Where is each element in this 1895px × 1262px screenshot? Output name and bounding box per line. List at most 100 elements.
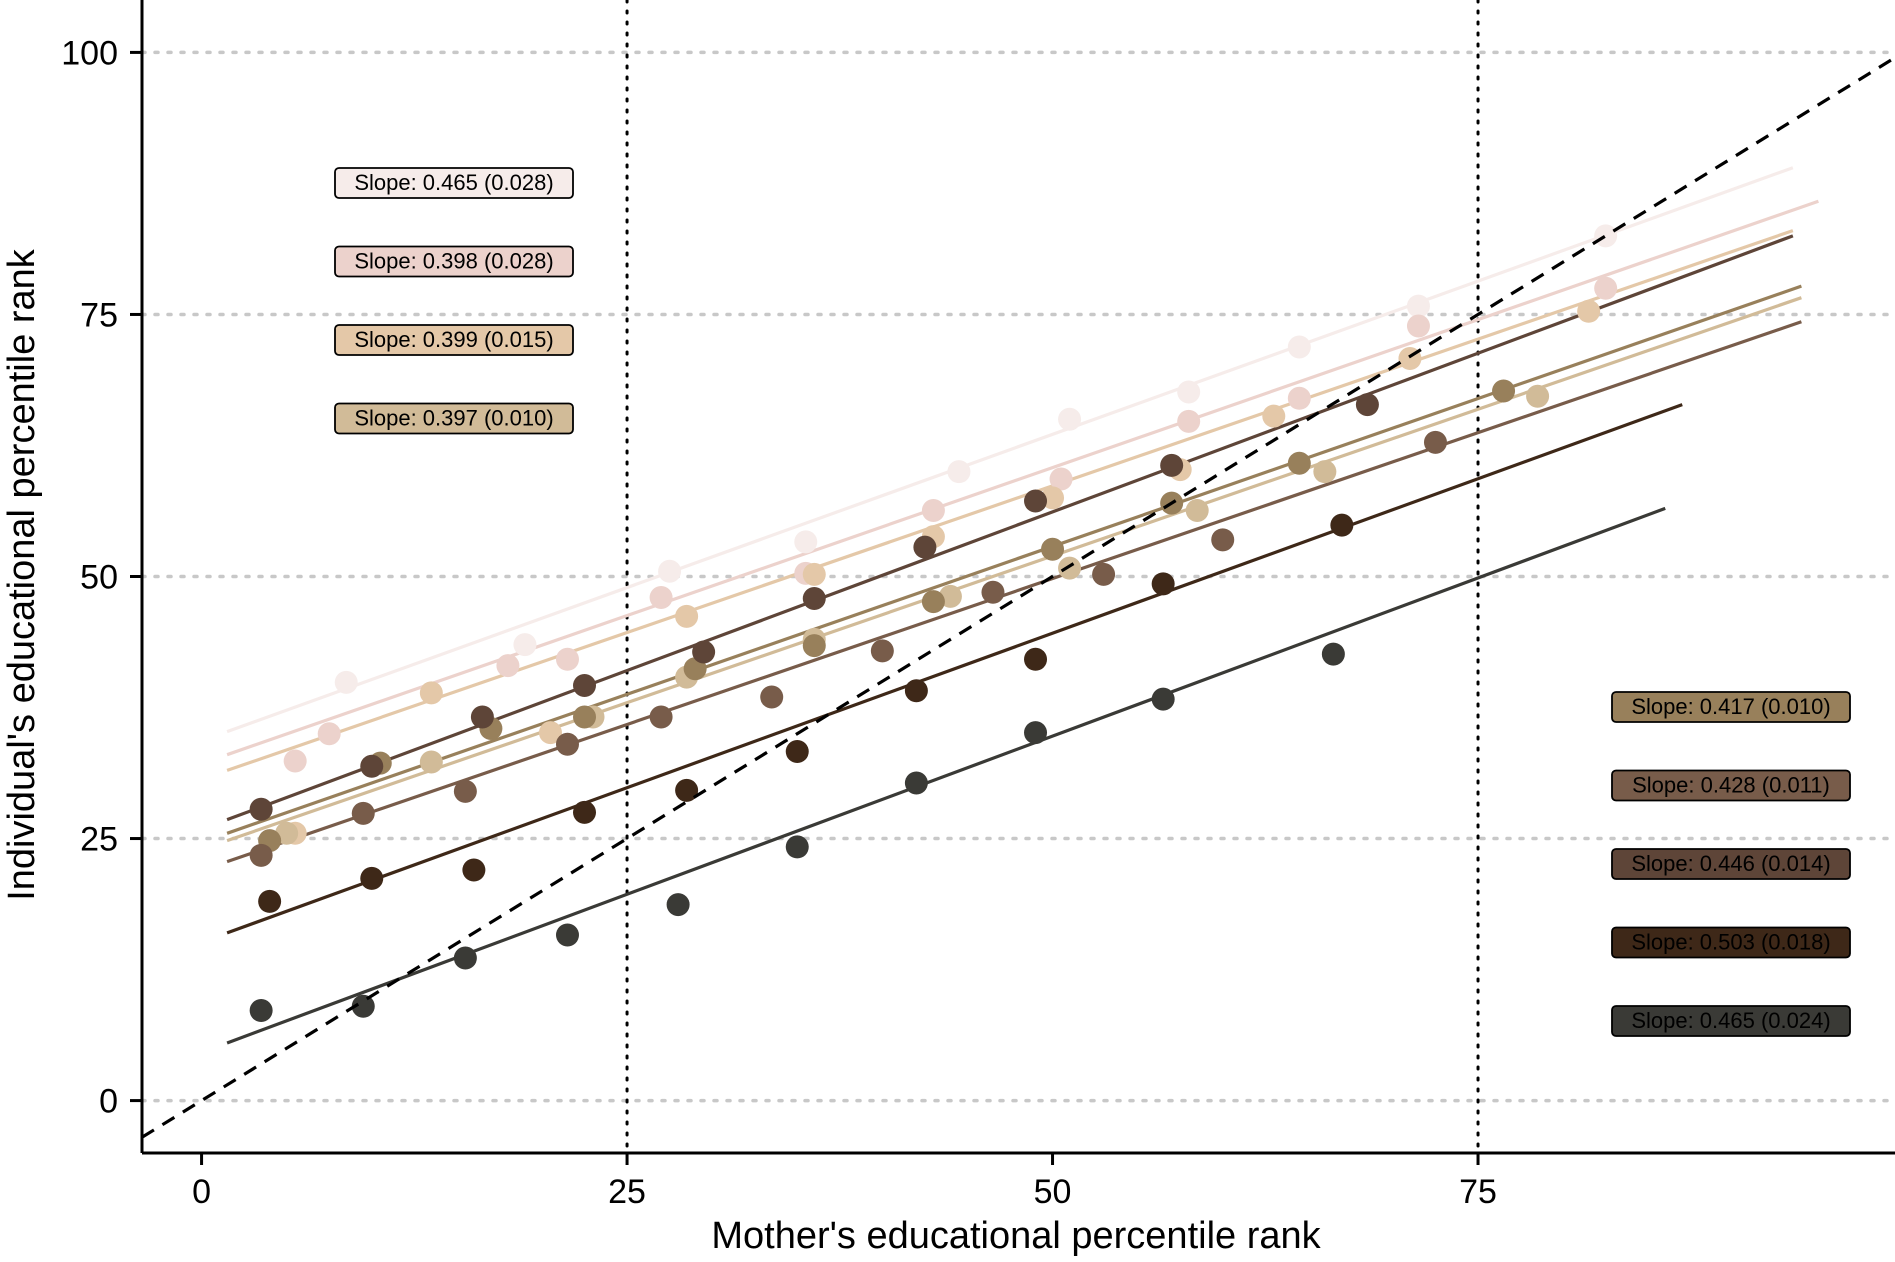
data-point [470, 705, 494, 729]
data-point [334, 670, 358, 694]
slope-label-text: Slope: 0.428 (0.011) [1632, 773, 1830, 798]
fit-line [226, 166, 1794, 734]
data-point [283, 749, 307, 773]
slope-label: Slope: 0.428 (0.011) [1611, 769, 1851, 802]
data-point [1058, 407, 1082, 431]
data-point [1049, 467, 1073, 491]
data-point [1423, 430, 1447, 454]
data-point [802, 562, 826, 586]
data-point [666, 893, 690, 917]
slope-label: Slope: 0.465 (0.024) [1611, 1005, 1851, 1037]
slope-label-box [1611, 926, 1851, 959]
axis-ticks: 0 25 50 75 0 25 50 75 100 [61, 34, 1497, 1211]
data-point [1313, 460, 1337, 484]
y-tick-label: 75 [80, 296, 118, 334]
data-point [1185, 498, 1209, 522]
data-point [1526, 384, 1550, 408]
data-point [360, 866, 384, 890]
data-point [658, 559, 682, 583]
data-point [249, 843, 273, 867]
slope-label: Slope: 0.398 (0.028) [334, 245, 574, 278]
data-point [538, 721, 562, 745]
data-point [1024, 721, 1048, 745]
data-point [1024, 489, 1048, 513]
data-point [675, 604, 699, 628]
slope-label-text: Slope: 0.399 (0.015) [354, 327, 553, 352]
slope-label: Slope: 0.397 (0.010) [334, 402, 574, 435]
data-point [1024, 647, 1048, 671]
slope-label-text: Slope: 0.503 (0.018) [1631, 930, 1830, 955]
fit-line [226, 199, 1819, 757]
fit-line [226, 284, 1802, 835]
data-point [760, 685, 784, 709]
data-points [249, 224, 1618, 1022]
data-point [675, 778, 699, 802]
slope-label-box [1611, 848, 1851, 880]
data-point [258, 889, 282, 913]
data-point [1492, 379, 1516, 403]
data-point [351, 994, 375, 1018]
slope-labels: Slope: 0.465 (0.028) Slope: 0.398 (0.028)… [334, 167, 1851, 1037]
data-point [904, 771, 928, 795]
slope-label-box [334, 245, 574, 278]
data-point [802, 587, 826, 611]
fit-line [226, 403, 1683, 935]
data-point [1177, 380, 1201, 404]
fit-line [226, 229, 1794, 772]
slope-label-box [334, 402, 574, 435]
data-point [1160, 453, 1184, 477]
slope-label-box [1611, 1005, 1851, 1037]
data-point [649, 705, 673, 729]
data-point [573, 800, 597, 824]
data-point [870, 639, 894, 663]
data-point [462, 858, 486, 882]
y-tick-label: 25 [80, 821, 118, 859]
data-point [649, 585, 673, 609]
slope-label-text: Slope: 0.397 (0.010) [354, 406, 553, 431]
data-point [1594, 224, 1618, 248]
data-point [785, 835, 809, 859]
data-point [1287, 451, 1311, 475]
slope-label-box [334, 167, 574, 199]
slope-label-text: Slope: 0.398 (0.028) [354, 249, 553, 274]
fit-line [226, 234, 1794, 822]
slope-label-box [1611, 691, 1851, 723]
x-tick-label: 0 [192, 1173, 211, 1211]
data-point [453, 946, 477, 970]
data-point [419, 681, 443, 705]
data-point [1594, 276, 1618, 300]
slope-label-text: Slope: 0.417 (0.010) [1631, 694, 1830, 719]
slope-label-text: Slope: 0.446 (0.014) [1631, 851, 1830, 876]
data-point [1177, 409, 1201, 433]
data-point [1041, 537, 1065, 561]
data-point [1406, 314, 1430, 338]
slope-label-box [334, 324, 574, 356]
data-point [1041, 486, 1065, 510]
slope-label-text: Slope: 0.465 (0.028) [354, 170, 553, 195]
data-point [794, 530, 818, 554]
fit-lines [226, 166, 1819, 1045]
data-point [573, 674, 597, 698]
data-point [1577, 299, 1601, 323]
data-point [1058, 556, 1082, 580]
data-point [351, 801, 375, 825]
data-point [904, 679, 928, 703]
data-point [453, 779, 477, 803]
slope-label-box [1611, 769, 1851, 802]
x-tick-label: 50 [1034, 1173, 1072, 1211]
slope-label-text: Slope: 0.465 (0.024) [1631, 1008, 1830, 1033]
x-tick-label: 25 [608, 1173, 646, 1211]
data-point [1321, 642, 1345, 666]
data-point [1287, 386, 1311, 410]
data-point [1211, 528, 1235, 552]
data-point [1151, 572, 1175, 596]
x-tick-label: 75 [1459, 1173, 1497, 1211]
data-point [513, 633, 537, 657]
data-point [921, 590, 945, 614]
fit-line [226, 320, 1802, 864]
fit-line [226, 296, 1802, 843]
y-tick-label: 100 [61, 34, 118, 72]
data-point [249, 998, 273, 1022]
data-point [1287, 335, 1311, 359]
